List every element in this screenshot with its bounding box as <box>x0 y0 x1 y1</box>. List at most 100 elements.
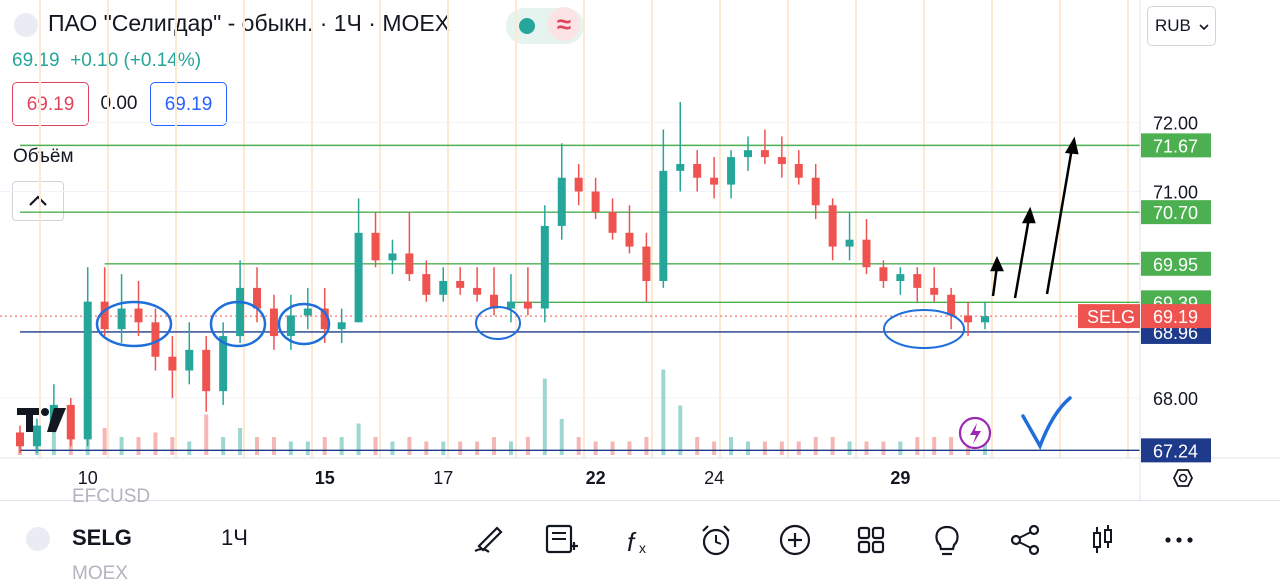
ideas-icon[interactable] <box>925 518 969 562</box>
candle-body <box>490 294 499 309</box>
spread-value: 0.00 <box>100 93 138 114</box>
volume-bar <box>576 437 581 455</box>
candle-body <box>591 191 600 213</box>
last-price-change: 69.19 +0.10 (+0.14%) <box>12 50 202 71</box>
layouts-icon[interactable] <box>849 518 893 562</box>
candle-body <box>100 301 109 330</box>
alert-icon[interactable] <box>694 518 738 562</box>
candle-body <box>625 232 634 247</box>
candle-body <box>845 239 854 247</box>
currency-selector[interactable]: RUB <box>1147 6 1216 46</box>
volume-bar <box>102 428 107 455</box>
volume-bar <box>593 441 598 455</box>
volume-bar <box>136 437 141 455</box>
candle-body <box>659 170 668 281</box>
candle-body <box>185 349 194 371</box>
more-icon[interactable] <box>1157 518 1201 562</box>
candle-body <box>693 163 702 178</box>
interval-selector[interactable]: 1Ч <box>221 525 248 550</box>
candle-body <box>456 281 465 288</box>
candle-body <box>642 246 651 281</box>
volume-bar <box>915 437 920 455</box>
price-chart[interactable]: 72.0071.0068.0071.6770.7069.9569.3968.96… <box>0 0 1280 500</box>
candle-body <box>794 163 803 178</box>
level-price-tag <box>1141 200 1211 225</box>
volume-bar <box>373 437 378 455</box>
volume-bar <box>255 437 260 455</box>
volume-bar <box>796 441 801 455</box>
candle-body <box>828 205 837 247</box>
volume-bar <box>322 437 327 455</box>
level-price-label: 69.95 <box>1153 255 1198 275</box>
volume-bar <box>305 441 310 455</box>
sell-price-button[interactable]: 69.19 <box>12 82 89 126</box>
volume-bar <box>864 441 869 455</box>
add-icon[interactable] <box>773 518 817 562</box>
support-circle <box>209 300 267 348</box>
volume-bar <box>881 441 886 455</box>
svg-text:x: x <box>639 540 646 556</box>
chart-type-icon[interactable] <box>1080 518 1124 562</box>
chevron-up-icon <box>29 195 47 206</box>
volume-bar <box>51 428 56 455</box>
chevron-down-icon <box>1199 24 1209 31</box>
symbol-logo <box>14 13 38 37</box>
volume-bar <box>745 441 750 455</box>
add-note-icon[interactable] <box>540 518 584 562</box>
volume-bar <box>508 441 513 455</box>
volume-indicator-label[interactable]: Объём <box>13 146 74 167</box>
draw-icon[interactable] <box>465 518 509 562</box>
volume-bar <box>475 441 480 455</box>
volume-bar <box>441 441 446 455</box>
candle-body <box>219 336 228 392</box>
candle-body <box>710 177 719 185</box>
symbol-logo <box>26 527 50 551</box>
candle-body <box>253 287 262 309</box>
share-icon[interactable] <box>1003 518 1047 562</box>
time-tick-label: 29 <box>890 468 910 488</box>
candle-body <box>608 212 617 233</box>
candle-body <box>83 301 92 440</box>
volume-bar <box>559 419 564 455</box>
time-tick-label: 17 <box>433 468 453 488</box>
candle-body <box>202 349 211 392</box>
level-lines <box>0 144 1140 452</box>
candle-body <box>371 232 380 261</box>
volume-bar <box>170 437 175 455</box>
candle-body <box>286 315 295 337</box>
symbol-title[interactable]: ПАО "Селигдар" - обыкн. · 1Ч · MOEX <box>48 10 451 36</box>
candle-body <box>743 150 752 158</box>
volume-bar <box>288 441 293 455</box>
candle-body <box>236 287 245 337</box>
candle-body <box>913 274 922 288</box>
volume-bar <box>525 437 530 455</box>
level-price-tag <box>1141 133 1211 158</box>
collapse-legend-button[interactable] <box>12 181 64 221</box>
time-tick-label: 24 <box>704 468 724 488</box>
chart-grid <box>0 0 1140 458</box>
time-tick-label: 22 <box>586 468 606 488</box>
candle-body <box>676 163 685 171</box>
last-price-label: 69.19 <box>1153 307 1198 327</box>
symbol-tag-label: SELG <box>1087 307 1135 327</box>
target-arrow <box>990 255 1004 297</box>
time-tick-label: 15 <box>315 468 335 488</box>
last-price-tag <box>1141 304 1211 329</box>
annotations <box>17 136 1079 451</box>
volume-bar <box>932 437 937 455</box>
candle-body <box>862 239 871 268</box>
support-circle <box>95 300 173 348</box>
volume-bar <box>898 441 903 455</box>
candle-body <box>981 316 989 323</box>
settings-icon-center <box>1178 473 1188 483</box>
symbol-selector[interactable]: SELG <box>72 525 132 550</box>
candle-body <box>777 157 786 164</box>
volume-bar <box>153 432 158 455</box>
settings-icon <box>1172 469 1194 487</box>
volume-bar <box>678 405 683 455</box>
volume-bar <box>830 437 835 455</box>
wave-icon: ≈ <box>548 7 580 41</box>
level-price-label: 71.67 <box>1153 136 1198 156</box>
time-tick-label: 10 <box>78 468 98 488</box>
